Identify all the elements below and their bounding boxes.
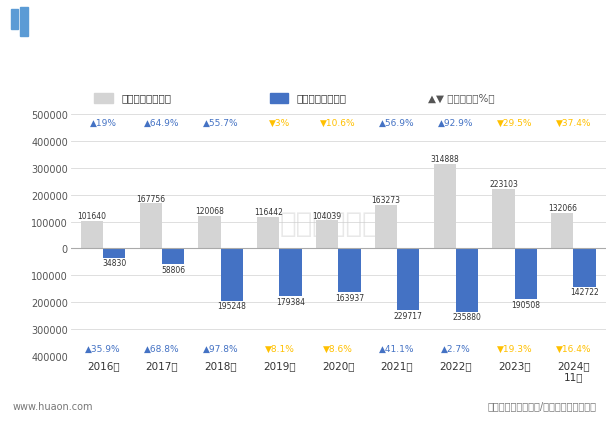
Text: 专业严谨 ● 客观科学: 专业严谨 ● 客观科学 (527, 14, 597, 24)
Text: ▲41.1%: ▲41.1% (379, 344, 415, 353)
Text: 163937: 163937 (335, 294, 364, 302)
Text: 104039: 104039 (312, 211, 342, 220)
Text: ▼29.5%: ▼29.5% (497, 118, 533, 127)
Text: 34830: 34830 (102, 259, 126, 268)
Text: ▼3%: ▼3% (269, 118, 290, 127)
Bar (20, 8, 28, 36)
Bar (270, 94, 288, 104)
Bar (573, 249, 596, 287)
Bar (221, 249, 243, 301)
Text: 出口额（万美元）: 出口额（万美元） (121, 93, 171, 104)
Bar (257, 218, 279, 249)
Text: 167756: 167756 (136, 194, 165, 203)
Text: 华经产业研究院: 华经产业研究院 (280, 209, 397, 237)
Text: ▲92.9%: ▲92.9% (438, 118, 474, 127)
Bar (375, 205, 397, 249)
Bar (456, 249, 478, 312)
Text: 223103: 223103 (489, 179, 518, 188)
Text: 314888: 314888 (430, 155, 459, 164)
Text: ▲56.9%: ▲56.9% (379, 118, 415, 127)
Bar (162, 249, 184, 265)
Bar (397, 249, 419, 310)
Text: 195248: 195248 (217, 302, 246, 311)
Text: ▲35.9%: ▲35.9% (85, 344, 121, 353)
Text: ▼8.6%: ▼8.6% (323, 344, 353, 353)
Bar (434, 164, 456, 249)
Bar (515, 249, 537, 299)
Text: 2016-2024年11月岳阳市(境内目的地/货源地)进、出口额: 2016-2024年11月岳阳市(境内目的地/货源地)进、出口额 (165, 54, 450, 69)
Text: ▼10.6%: ▼10.6% (320, 118, 356, 127)
Bar (492, 189, 515, 249)
Text: 235880: 235880 (453, 313, 482, 322)
Text: ▼37.4%: ▼37.4% (556, 118, 591, 127)
Text: 116442: 116442 (254, 208, 283, 217)
Text: ▲2.7%: ▲2.7% (441, 344, 470, 353)
Text: www.huaon.com: www.huaon.com (12, 400, 93, 411)
Text: 101640: 101640 (77, 212, 106, 221)
Text: 华经情报网: 华经情报网 (34, 13, 69, 26)
Text: ▲68.8%: ▲68.8% (144, 344, 180, 353)
Text: 190508: 190508 (511, 300, 541, 309)
Text: 进口额（万美元）: 进口额（万美元） (296, 93, 346, 104)
Text: 142722: 142722 (570, 288, 599, 296)
Text: 132066: 132066 (548, 204, 577, 213)
Text: ▼19.3%: ▼19.3% (497, 344, 533, 353)
Bar (103, 249, 125, 258)
Text: ▲▼ 同比增长（%）: ▲▼ 同比增长（%） (428, 93, 495, 104)
Text: ▲97.8%: ▲97.8% (203, 344, 239, 353)
Text: 58806: 58806 (161, 265, 185, 274)
Text: 数据来源：中国海关/华经产业研究院整理: 数据来源：中国海关/华经产业研究院整理 (488, 400, 597, 411)
Bar (95, 94, 113, 104)
Bar (316, 221, 338, 249)
Text: 163273: 163273 (371, 195, 400, 204)
Text: 120068: 120068 (195, 207, 224, 216)
Bar (338, 249, 360, 293)
Text: ▼16.4%: ▼16.4% (556, 344, 591, 353)
Bar (551, 213, 573, 249)
Bar (11, 10, 18, 30)
Text: ▼8.1%: ▼8.1% (264, 344, 295, 353)
Bar (198, 217, 221, 249)
Text: 229717: 229717 (394, 311, 423, 320)
Text: ▲19%: ▲19% (90, 118, 117, 127)
Bar (279, 249, 302, 297)
Text: 179384: 179384 (276, 297, 305, 306)
Bar (140, 204, 162, 249)
Text: ▲64.9%: ▲64.9% (144, 118, 180, 127)
Bar (81, 222, 103, 249)
Text: ▲55.7%: ▲55.7% (203, 118, 239, 127)
